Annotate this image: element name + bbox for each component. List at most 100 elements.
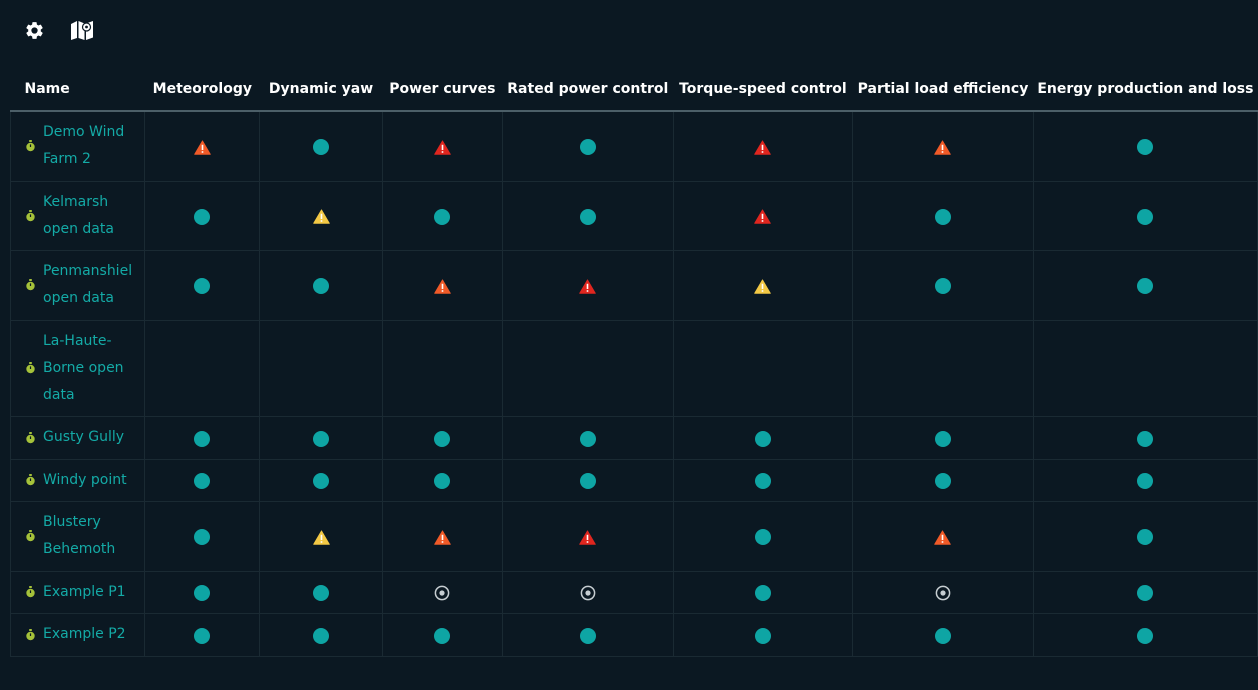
status-cell[interactable]: [672, 249, 854, 321]
site-icon: [26, 474, 35, 486]
status-cell[interactable]: [501, 570, 674, 614]
status-cell[interactable]: [259, 249, 383, 321]
column-header[interactable]: Torque-speed control: [673, 68, 853, 112]
status-cell[interactable]: [381, 612, 503, 657]
column-header[interactable]: Meteorology: [144, 68, 260, 112]
status-cell[interactable]: [1032, 458, 1258, 502]
status-cell[interactable]: [381, 180, 503, 251]
ok-status-icon: [579, 430, 596, 447]
status-cell[interactable]: [501, 458, 674, 502]
settings-button[interactable]: [22, 18, 46, 42]
table-row[interactable]: Kelmarsh open data: [9, 180, 1258, 251]
status-cell[interactable]: [259, 500, 383, 572]
status-cell[interactable]: [1032, 570, 1258, 614]
status-cell[interactable]: [852, 458, 1034, 502]
site-name-link[interactable]: Gusty Gully: [43, 429, 125, 445]
status-cell[interactable]: [259, 180, 383, 251]
status-cell[interactable]: [144, 110, 261, 182]
warning-icon: [579, 278, 597, 294]
status-cell[interactable]: [144, 415, 261, 460]
ok-status-icon: [434, 473, 451, 489]
ok-status-icon: [934, 278, 951, 294]
map-icon: [71, 21, 93, 40]
status-cell[interactable]: [144, 612, 261, 657]
status-cell[interactable]: [259, 570, 383, 614]
status-cell[interactable]: [672, 110, 854, 182]
status-cell[interactable]: [852, 570, 1034, 614]
status-cell[interactable]: [144, 500, 261, 572]
site-name-wrap: Gusty Gully: [25, 424, 136, 451]
status-cell[interactable]: [672, 458, 854, 502]
status-cell[interactable]: [672, 180, 854, 251]
status-cell[interactable]: [852, 180, 1034, 251]
status-cell[interactable]: [852, 612, 1034, 657]
site-name-link[interactable]: Penmanshiel open data: [43, 263, 133, 306]
column-header[interactable]: Partial load efficiency: [852, 68, 1034, 112]
column-header[interactable]: Dynamic yaw: [259, 68, 383, 112]
status-cell[interactable]: [501, 180, 674, 251]
status-cell[interactable]: [144, 180, 261, 251]
column-header-name[interactable]: Name: [10, 68, 145, 112]
status-cell[interactable]: [501, 612, 674, 657]
ok-status-icon: [1137, 430, 1154, 447]
site-name-link[interactable]: Windy point: [43, 471, 127, 488]
status-cell[interactable]: [672, 612, 854, 657]
status-cell[interactable]: [1032, 500, 1258, 572]
status-cell: [852, 319, 1034, 417]
status-cell[interactable]: [672, 415, 854, 460]
status-cell[interactable]: [1032, 415, 1258, 460]
status-cell[interactable]: [1032, 249, 1258, 321]
table-row[interactable]: Gusty Gully: [9, 415, 1258, 460]
site-name-link[interactable]: Example P2: [43, 626, 126, 642]
table-body: Demo Wind Farm 2 Kelmarsh open data Penman…: [9, 110, 1258, 657]
site-name-link[interactable]: Example P1: [43, 583, 126, 600]
status-cell[interactable]: [144, 249, 261, 321]
status-cell[interactable]: [381, 249, 503, 321]
status-cell[interactable]: [672, 500, 854, 572]
status-cell[interactable]: [259, 458, 383, 502]
status-cell[interactable]: [381, 110, 503, 182]
status-cell[interactable]: [1032, 110, 1258, 182]
table-row[interactable]: Windy point: [9, 458, 1258, 502]
site-name-link[interactable]: Blustery Behemoth: [43, 514, 116, 557]
status-cell[interactable]: [381, 415, 503, 460]
status-cell[interactable]: [501, 249, 674, 321]
site-name-link[interactable]: La-Haute-Borne open data: [43, 332, 124, 403]
status-cell[interactable]: [672, 570, 854, 614]
ok-status-icon: [754, 585, 771, 601]
warning-icon: [434, 529, 451, 545]
status-cell[interactable]: [501, 415, 674, 460]
column-header[interactable]: Power curves: [382, 68, 503, 112]
map-button[interactable]: [70, 18, 94, 42]
status-cell[interactable]: [1032, 612, 1258, 657]
status-cell[interactable]: [144, 570, 261, 614]
status-cell[interactable]: [1032, 180, 1258, 251]
status-cell[interactable]: [144, 458, 261, 502]
status-cell[interactable]: [259, 612, 383, 657]
pending-icon: [435, 585, 450, 601]
status-cell[interactable]: [259, 415, 383, 460]
table-row[interactable]: Example P1: [9, 570, 1258, 614]
status-cell[interactable]: [852, 110, 1034, 182]
status-cell[interactable]: [259, 110, 383, 182]
ok-status-icon: [579, 208, 596, 225]
table-row[interactable]: Example P2: [9, 612, 1258, 657]
table-row[interactable]: Blustery Behemoth: [9, 500, 1258, 572]
column-header[interactable]: Energy production and loss: [1033, 68, 1258, 112]
status-cell[interactable]: [852, 500, 1034, 572]
status-cell[interactable]: [501, 500, 674, 572]
table-row[interactable]: Demo Wind Farm 2: [9, 110, 1258, 182]
site-name-link[interactable]: Demo Wind Farm 2: [43, 124, 125, 168]
site-name-link[interactable]: Kelmarsh open data: [43, 193, 114, 237]
status-cell[interactable]: [852, 415, 1034, 460]
status-cell[interactable]: [381, 458, 503, 502]
status-cell[interactable]: [501, 110, 674, 182]
column-header[interactable]: Rated power control: [502, 68, 674, 112]
site-icon: [26, 140, 35, 152]
table-row[interactable]: Penmanshiel open data: [9, 249, 1258, 321]
status-cell[interactable]: [381, 500, 503, 572]
status-cell[interactable]: [381, 570, 503, 614]
table-row[interactable]: La-Haute-Borne open data: [9, 319, 1258, 417]
warning-icon: [579, 529, 597, 545]
status-cell[interactable]: [852, 249, 1034, 321]
